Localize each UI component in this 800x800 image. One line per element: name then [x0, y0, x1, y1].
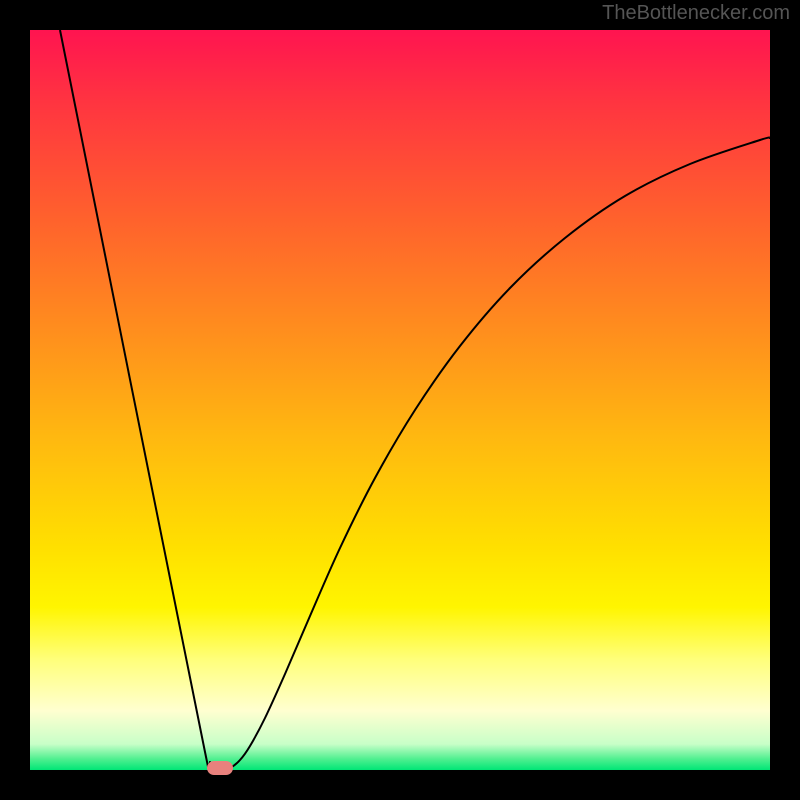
optimal-point-marker [207, 761, 233, 775]
plot-area [30, 30, 770, 770]
gradient-background [30, 30, 770, 770]
attribution-text: TheBottlenecker.com [602, 2, 790, 25]
chart-container: TheBottlenecker.com [0, 0, 800, 800]
